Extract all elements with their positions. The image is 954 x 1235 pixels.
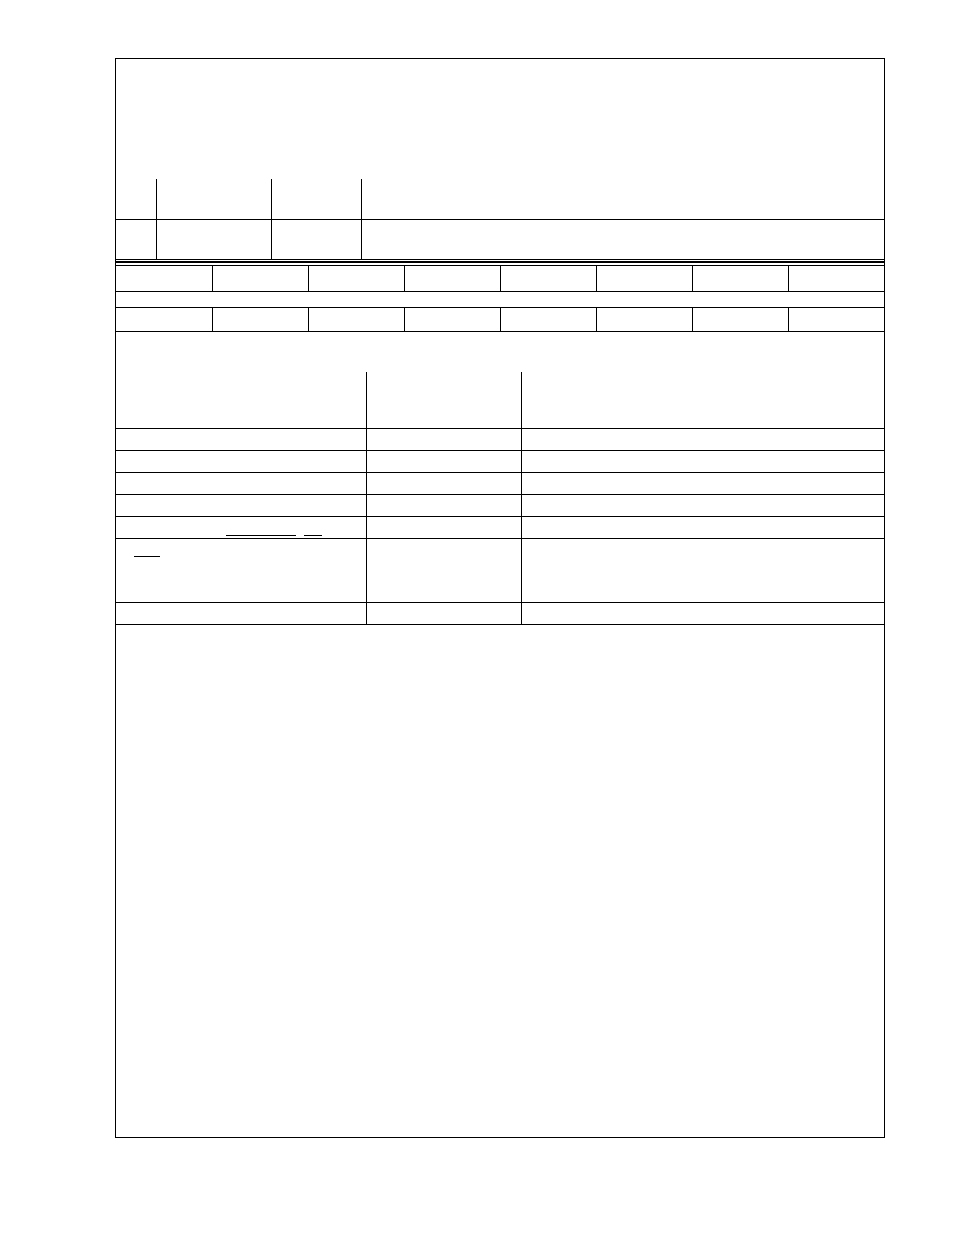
- a-r2c4: [361, 219, 884, 259]
- d-r7c3: [521, 538, 884, 602]
- d-r7c2: [366, 538, 521, 602]
- a-r1c1: [116, 179, 156, 219]
- d-r8c3: [521, 602, 884, 624]
- d-r6c3: [521, 516, 884, 538]
- d-r3c3: [521, 450, 884, 472]
- a-r2c1: [116, 219, 156, 259]
- d-r2c3: [521, 428, 884, 450]
- d-r5c1: [116, 494, 366, 516]
- underline-fragment: [304, 525, 322, 536]
- b-c8: [788, 266, 884, 292]
- d-r2c2: [366, 428, 521, 450]
- b-c7: [692, 266, 788, 292]
- d-r8c1: [116, 602, 366, 624]
- c-c2: [212, 308, 308, 332]
- b-c1: [116, 266, 212, 292]
- c-c7: [692, 308, 788, 332]
- d-r4c2: [366, 472, 521, 494]
- d-r8c2: [366, 602, 521, 624]
- a-r1c2: [156, 179, 271, 219]
- d-r5c2: [366, 494, 521, 516]
- form-border: [115, 58, 885, 1138]
- d-r4c1: [116, 472, 366, 494]
- c-c3: [308, 308, 404, 332]
- c-c8: [788, 308, 884, 332]
- c-c5: [500, 308, 596, 332]
- table-d: [116, 372, 884, 625]
- d-r3c2: [366, 450, 521, 472]
- table-a: [116, 179, 884, 260]
- d-r2c1: [116, 428, 366, 450]
- c-c4: [404, 308, 500, 332]
- page: [0, 0, 954, 1235]
- underline-fragment: [134, 546, 160, 557]
- d-r5c3: [521, 494, 884, 516]
- d-r7c1: [116, 538, 366, 602]
- thick-rule-a: [116, 261, 884, 263]
- a-r2c3: [271, 219, 361, 259]
- d-r6c2: [366, 516, 521, 538]
- b-c4: [404, 266, 500, 292]
- a-r2c2: [156, 219, 271, 259]
- b-c5: [500, 266, 596, 292]
- b-c6: [596, 266, 692, 292]
- d-r1c3: [521, 372, 884, 428]
- a-r1c3: [271, 179, 361, 219]
- a-r1c4: [361, 179, 884, 219]
- table-c: [116, 307, 884, 332]
- d-r3c1: [116, 450, 366, 472]
- b-c3: [308, 266, 404, 292]
- d-r4c3: [521, 472, 884, 494]
- d-r6c1: [116, 516, 366, 538]
- underline-fragment: [226, 525, 296, 536]
- b-c2: [212, 266, 308, 292]
- c-c1: [116, 308, 212, 332]
- table-b: [116, 265, 884, 292]
- d-r1c2: [366, 372, 521, 428]
- d-r1c1: [116, 372, 366, 428]
- c-c6: [596, 308, 692, 332]
